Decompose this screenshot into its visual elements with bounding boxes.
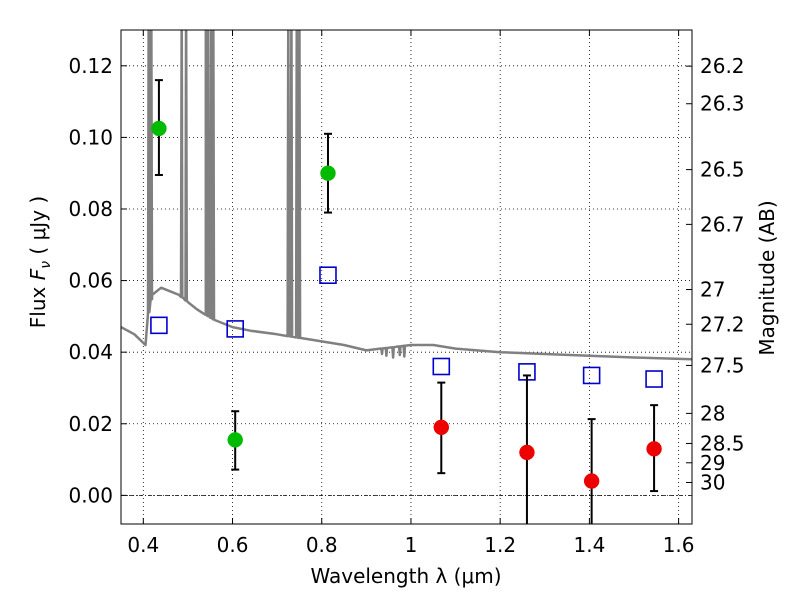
y-tick-label: 0.12 [68, 54, 113, 78]
right-tick-label: 30 [700, 470, 725, 494]
y-axis-title-units: ( μJy ) [26, 196, 50, 261]
right-tick-label: 28.5 [700, 431, 745, 455]
model-photometry-square [150, 316, 168, 335]
model-photometry-square [582, 366, 601, 385]
x-tick-label: 1.2 [484, 533, 516, 557]
x-axis-title: Wavelength λ (μm) [310, 564, 501, 588]
plot-background [121, 30, 692, 524]
detection-point [646, 441, 662, 457]
detection-points [151, 120, 662, 489]
right-tick-label: 27.2 [700, 312, 745, 336]
model-photometry-square [645, 370, 663, 388]
right-tick-label: 27 [700, 278, 725, 302]
model-photometry-square [432, 357, 451, 376]
y-tick-label: 0.02 [68, 412, 113, 436]
x-tick-label: 1 [405, 533, 418, 557]
y-tick-label: 0.06 [68, 269, 113, 293]
detection-point [151, 120, 167, 137]
right-axis-title: Magnitude (AB) [755, 200, 779, 355]
right-tick-label: 26.5 [700, 158, 745, 182]
right-tick-label: 26.3 [700, 92, 745, 116]
detection-point [583, 473, 600, 489]
detection-point [433, 419, 450, 436]
right-tick-label: 28 [700, 401, 725, 425]
right-tick-label: 26.2 [700, 54, 745, 78]
x-tick-label: 0.8 [306, 533, 338, 557]
model-spectrum-path [121, 30, 692, 361]
x-tick-label: 0.4 [127, 533, 159, 557]
x-tick-label: 1.4 [573, 533, 605, 557]
right-tick-label: 26.7 [700, 212, 745, 236]
y-axis-title-symbol: F [26, 268, 50, 280]
x-axis-ticks: 0.4 0.6 0.8 1 1.2 1.4 1.6 [127, 30, 695, 557]
plot-frame [120, 29, 693, 525]
model-photometry-square [319, 266, 337, 285]
model-photometry-square [226, 320, 244, 338]
y-tick-label: 0.00 [68, 483, 113, 507]
y-tick-label: 0.10 [68, 125, 113, 149]
model-spectrum-line [121, 30, 692, 361]
x-tick-label: 0.6 [217, 533, 249, 557]
x-tick-label: 1.6 [663, 533, 695, 557]
y-tick-label: 0.04 [68, 340, 113, 364]
detection-point [320, 165, 336, 181]
y-axis-ticks: 0.00 0.02 0.04 0.06 0.08 0.10 0.12 [68, 54, 127, 507]
model-photometry-points [150, 266, 663, 388]
y-axis-title: Flux Fν ( μJy ) [26, 196, 54, 328]
y-axis-title-subscript: ν [38, 261, 54, 269]
right-tick-label: 29 [700, 451, 725, 475]
y-tick-label: 0.08 [68, 197, 113, 221]
right-tick-label: 27.5 [700, 353, 745, 377]
y-axis-title-prefix: Flux [26, 280, 50, 328]
detection-point [227, 432, 243, 448]
detection-point [519, 444, 535, 461]
